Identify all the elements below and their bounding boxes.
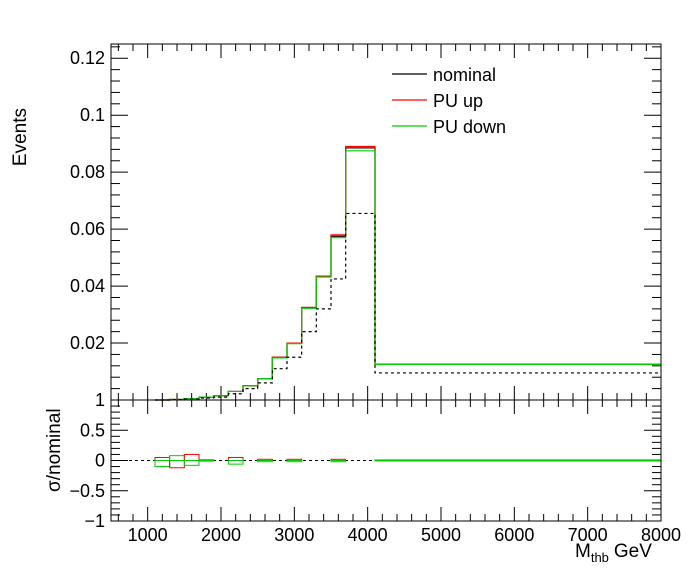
legend-entry: PU down xyxy=(433,117,506,137)
ratio-box-down xyxy=(227,460,244,465)
ratio-box-down xyxy=(286,460,303,463)
ratio-plot-frame xyxy=(110,399,662,522)
x-axis-label-subscript: thb xyxy=(591,550,609,565)
main-y-tick-label: 0.02 xyxy=(70,333,105,353)
legend-entry: PU up xyxy=(433,91,483,111)
ratio-series-group xyxy=(111,453,662,469)
ratio-plot-panel: −1 −0.5 0 0.5 1 1000 2000 3000 4000 5000 6000 7000 8… xyxy=(44,390,681,565)
ratio-box-down xyxy=(183,460,200,466)
ratio-y-tick-label: −1 xyxy=(84,511,105,531)
ratio-box-up xyxy=(169,460,185,469)
legend: nominal PU up PU down xyxy=(392,65,506,137)
x-tick-label: 6000 xyxy=(494,525,534,545)
ratio-axis-ticks: −1 −0.5 0 0.5 1 1000 2000 3000 4000 5000 6000 7000 8… xyxy=(69,390,681,545)
series-line-nominal xyxy=(155,147,661,401)
ratio-box-down xyxy=(330,460,347,463)
series-line-pu-down xyxy=(155,150,661,401)
x-tick-label: 5000 xyxy=(421,525,461,545)
main-plot-panel: 0.02 0.04 0.06 0.08 0.1 0.12 Events xyxy=(10,43,662,401)
ratio-y-axis-label: σ/nominal xyxy=(44,408,65,492)
ratio-box-down xyxy=(257,460,273,463)
main-axis-ticks: 0.02 0.04 0.06 0.08 0.1 0.12 xyxy=(70,44,662,400)
x-tick-label: 8000 xyxy=(641,525,681,545)
x-axis-label-unit: GeV xyxy=(614,541,652,562)
x-axis-label: Mthb GeV xyxy=(575,541,652,565)
x-axis-label-main: M xyxy=(575,541,591,562)
main-y-tick-label: 0.08 xyxy=(70,162,105,182)
ratio-y-tick-label: −0.5 xyxy=(69,481,105,501)
ratio-box-down xyxy=(198,460,215,462)
x-tick-label: 1000 xyxy=(128,525,168,545)
series-line-dashed-3 xyxy=(155,212,661,401)
ratio-box-down xyxy=(154,460,171,468)
main-y-tick-label: 0.12 xyxy=(70,48,105,68)
main-series-group xyxy=(155,145,661,401)
x-tick-label: 2000 xyxy=(201,525,241,545)
main-plot-frame xyxy=(110,43,662,401)
ratio-box-down xyxy=(374,459,662,462)
main-y-tick-label: 0.06 xyxy=(70,219,105,239)
main-y-axis-label: Events xyxy=(10,108,31,166)
x-tick-label: 3000 xyxy=(274,525,314,545)
ratio-y-tick-label: 1 xyxy=(95,390,105,410)
x-tick-label: 7000 xyxy=(568,525,608,545)
ratio-box-down xyxy=(169,455,185,462)
ratio-box-up xyxy=(183,453,200,462)
ratio-y-tick-label: 0.5 xyxy=(80,420,105,440)
series-line-pu-up xyxy=(155,145,661,401)
ratio-y-tick-label: 0 xyxy=(95,451,105,471)
legend-entry: nominal xyxy=(433,65,496,85)
x-tick-label: 4000 xyxy=(348,525,388,545)
main-y-tick-label: 0.04 xyxy=(70,276,105,296)
main-y-tick-label: 0.1 xyxy=(80,105,105,125)
